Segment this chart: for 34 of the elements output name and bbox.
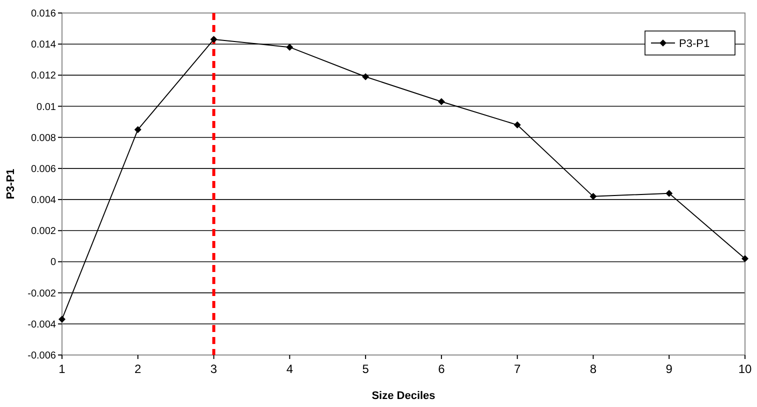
- point: [362, 73, 370, 80]
- y-tick-label: 0.016: [30, 8, 56, 20]
- y-axis-title: P3-P1: [5, 168, 17, 200]
- point: [210, 36, 218, 43]
- x-tick-label: 3: [210, 362, 218, 376]
- x-axis-title: Size Deciles: [372, 390, 436, 402]
- y-tick-label: -0.006: [28, 350, 56, 362]
- legend-label: P3-P1: [679, 38, 710, 50]
- x-tick-label: 8: [590, 362, 597, 376]
- x-tick-label: 5: [362, 362, 370, 376]
- x-tick-label: 7: [514, 362, 521, 376]
- point: [666, 190, 673, 197]
- y-tick-label: 0.012: [30, 70, 56, 82]
- x-tick-label: 6: [438, 362, 446, 376]
- y-tick-label: 0.008: [30, 132, 56, 144]
- y-tick-label: 0.006: [30, 164, 56, 175]
- point: [286, 44, 294, 51]
- y-tick-label: 0.01: [36, 102, 56, 113]
- point: [134, 126, 142, 134]
- x-tick-label: 10: [738, 362, 752, 376]
- y-tick-label: 0.004: [30, 195, 56, 206]
- y-tick-label: -0.002: [28, 288, 56, 300]
- point: [438, 98, 445, 106]
- x-tick-label: 9: [666, 362, 673, 376]
- point: [742, 255, 748, 262]
- y-tick-label: -0.004: [28, 319, 56, 330]
- x-tick-label: 1: [58, 362, 66, 376]
- point: [514, 121, 521, 128]
- y-tick-label: 0.002: [30, 226, 56, 238]
- y-tick-label: 0: [50, 257, 56, 268]
- x-tick-label: 2: [134, 362, 142, 376]
- y-tick-label: 0.014: [30, 40, 56, 51]
- x-tick-label: 4: [286, 362, 294, 376]
- point: [590, 192, 597, 200]
